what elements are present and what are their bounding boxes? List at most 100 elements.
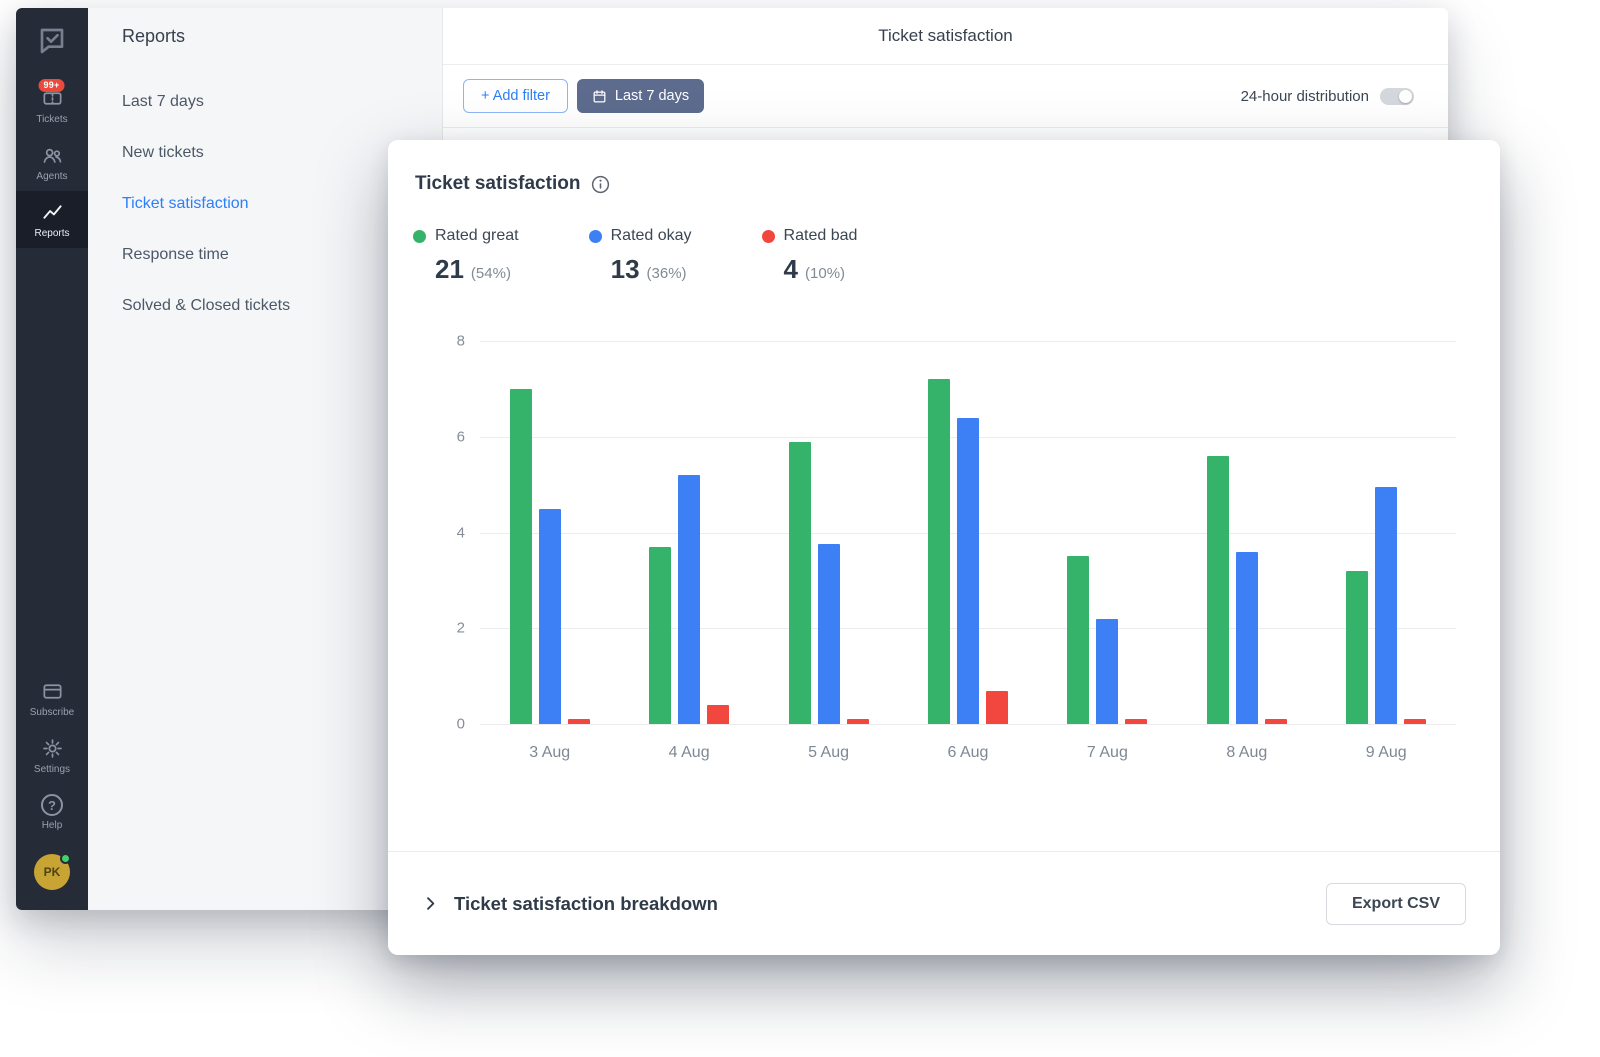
agents-icon	[43, 148, 61, 163]
y-axis-tick: 8	[456, 332, 465, 350]
nav-subscribe-label: Subscribe	[29, 707, 75, 718]
x-axis-label: 4 Aug	[668, 744, 710, 761]
gear-icon	[42, 739, 62, 758]
bar-groups	[480, 341, 1456, 724]
nav-settings[interactable]: Settings	[16, 727, 88, 784]
date-range-button[interactable]: Last 7 days	[576, 79, 705, 113]
y-axis: 0 2 4 6 8	[418, 333, 465, 733]
bar-rated-great	[1067, 556, 1090, 724]
y-axis-tick: 4	[456, 524, 465, 541]
x-axis-label: 5 Aug	[808, 744, 850, 761]
card-header: Ticket satisfaction	[388, 140, 1500, 195]
legend-dot-bad	[761, 229, 775, 243]
calendar-icon	[593, 89, 606, 102]
x-axis-label: 9 Aug	[1365, 744, 1407, 761]
chart-legend: Rated great 21 (54%) Rated okay 13 (36%)	[388, 227, 1500, 285]
bar-rated-okay	[1096, 618, 1119, 724]
sidebar-list: Last 7 days New tickets Ticket satisfact…	[88, 65, 442, 315]
tickets-count-badge: 99+	[38, 79, 65, 92]
distribution-toggle[interactable]	[1380, 87, 1414, 105]
sidebar-item-last-7-days[interactable]: Last 7 days	[122, 93, 204, 110]
legend-label-great: Rated great	[435, 227, 519, 244]
card-footer: Ticket satisfaction breakdown Export CSV	[388, 851, 1500, 955]
bar-rated-okay	[1235, 551, 1258, 724]
page-title: Ticket satisfaction	[443, 8, 1448, 65]
bar-rated-great	[927, 379, 950, 724]
gridline	[480, 724, 1456, 725]
x-axis: 3 Aug 4 Aug 5 Aug 6 Aug 7 Aug 8 Aug 9 Aug	[480, 744, 1456, 762]
reports-icon	[42, 205, 62, 219]
bar-chart: 0 2 4 6 8	[418, 333, 1456, 733]
bar-rated-bad	[707, 704, 730, 724]
bar-group	[927, 341, 1008, 724]
bar-rated-great	[1206, 455, 1229, 724]
gridline	[480, 341, 1456, 342]
user-avatar[interactable]: PK	[34, 853, 71, 890]
x-axis-label: 3 Aug	[529, 744, 571, 761]
bar-rated-okay	[538, 508, 561, 724]
bar-rated-bad	[846, 719, 869, 724]
date-range-label: Last 7 days	[614, 88, 690, 104]
bar-rated-bad	[985, 690, 1008, 724]
bar-rated-great	[509, 388, 532, 724]
toolbar: + Add filter Last 7 days 24-hour distrib…	[443, 65, 1448, 128]
bar-group	[649, 341, 730, 724]
nav-subscribe[interactable]: Subscribe	[16, 670, 88, 727]
legend-value-bad: 4	[783, 254, 799, 284]
bar-group	[509, 341, 590, 724]
card-title: Ticket satisfaction	[415, 173, 581, 194]
nav-help[interactable]: ? Help	[16, 784, 88, 840]
app-logo-icon[interactable]	[36, 24, 68, 61]
legend-dot-okay	[588, 229, 602, 243]
sidebar-item-response-time[interactable]: Response time	[122, 246, 229, 263]
nav-reports[interactable]: Reports	[16, 191, 88, 248]
legend-item-rated-okay[interactable]: Rated okay 13 (36%)	[588, 227, 692, 285]
sidebar-item-ticket-satisfaction[interactable]: Ticket satisfaction	[122, 195, 249, 212]
legend-percent-okay: (36%)	[646, 265, 687, 282]
y-axis-tick: 0	[456, 715, 465, 733]
primary-nav: 99+ Tickets Agents Reports	[16, 8, 88, 910]
legend-label-bad: Rated bad	[783, 227, 858, 244]
bar-group	[1067, 341, 1148, 724]
bar-rated-okay	[956, 417, 979, 724]
legend-item-rated-great[interactable]: Rated great 21 (54%)	[413, 227, 519, 285]
y-axis-tick: 6	[456, 428, 465, 446]
subscribe-icon	[42, 684, 62, 699]
sidebar-item-new-tickets[interactable]: New tickets	[122, 144, 204, 161]
chevron-right-icon[interactable]	[422, 895, 439, 912]
legend-value-great: 21	[435, 254, 464, 284]
bar-group	[1346, 341, 1427, 724]
help-icon: ?	[41, 794, 63, 816]
x-axis-label: 7 Aug	[1086, 744, 1128, 761]
bar-rated-great	[788, 441, 811, 724]
reports-sidebar: Reports Last 7 days New tickets Ticket s…	[88, 8, 443, 910]
nav-agents[interactable]: Agents	[16, 134, 88, 191]
bar-rated-great	[1346, 570, 1369, 724]
ticket-icon	[42, 92, 62, 105]
nav-tickets[interactable]: 99+ Tickets	[16, 77, 88, 134]
bar-rated-bad	[567, 719, 590, 724]
sidebar-item-solved-closed-tickets[interactable]: Solved & Closed tickets	[122, 297, 291, 314]
sidebar-title: Reports	[122, 26, 186, 46]
add-filter-button[interactable]: + Add filter	[463, 79, 568, 113]
distribution-toggle-group: 24-hour distribution	[1240, 87, 1414, 105]
legend-dot-great	[413, 229, 426, 243]
bar-group	[1206, 341, 1287, 724]
legend-percent-great: (54%)	[470, 265, 511, 282]
nav-agents-label: Agents	[36, 171, 68, 182]
nav-tickets-label: Tickets	[36, 114, 68, 125]
bar-rated-okay	[1375, 487, 1398, 724]
info-icon[interactable]	[590, 174, 611, 195]
legend-label-okay: Rated okay	[610, 227, 692, 244]
bar-rated-bad	[1264, 719, 1287, 724]
y-axis-tick: 2	[456, 619, 465, 637]
online-status-dot	[60, 853, 71, 864]
legend-percent-bad: (10%)	[805, 265, 846, 282]
plot-area	[480, 341, 1456, 725]
export-csv-button[interactable]: Export CSV	[1325, 882, 1466, 925]
distribution-toggle-label: 24-hour distribution	[1240, 87, 1369, 105]
bar-rated-great	[649, 546, 672, 724]
legend-item-rated-bad[interactable]: Rated bad 4 (10%)	[761, 227, 858, 285]
breakdown-toggle[interactable]: Ticket satisfaction breakdown	[454, 892, 718, 914]
